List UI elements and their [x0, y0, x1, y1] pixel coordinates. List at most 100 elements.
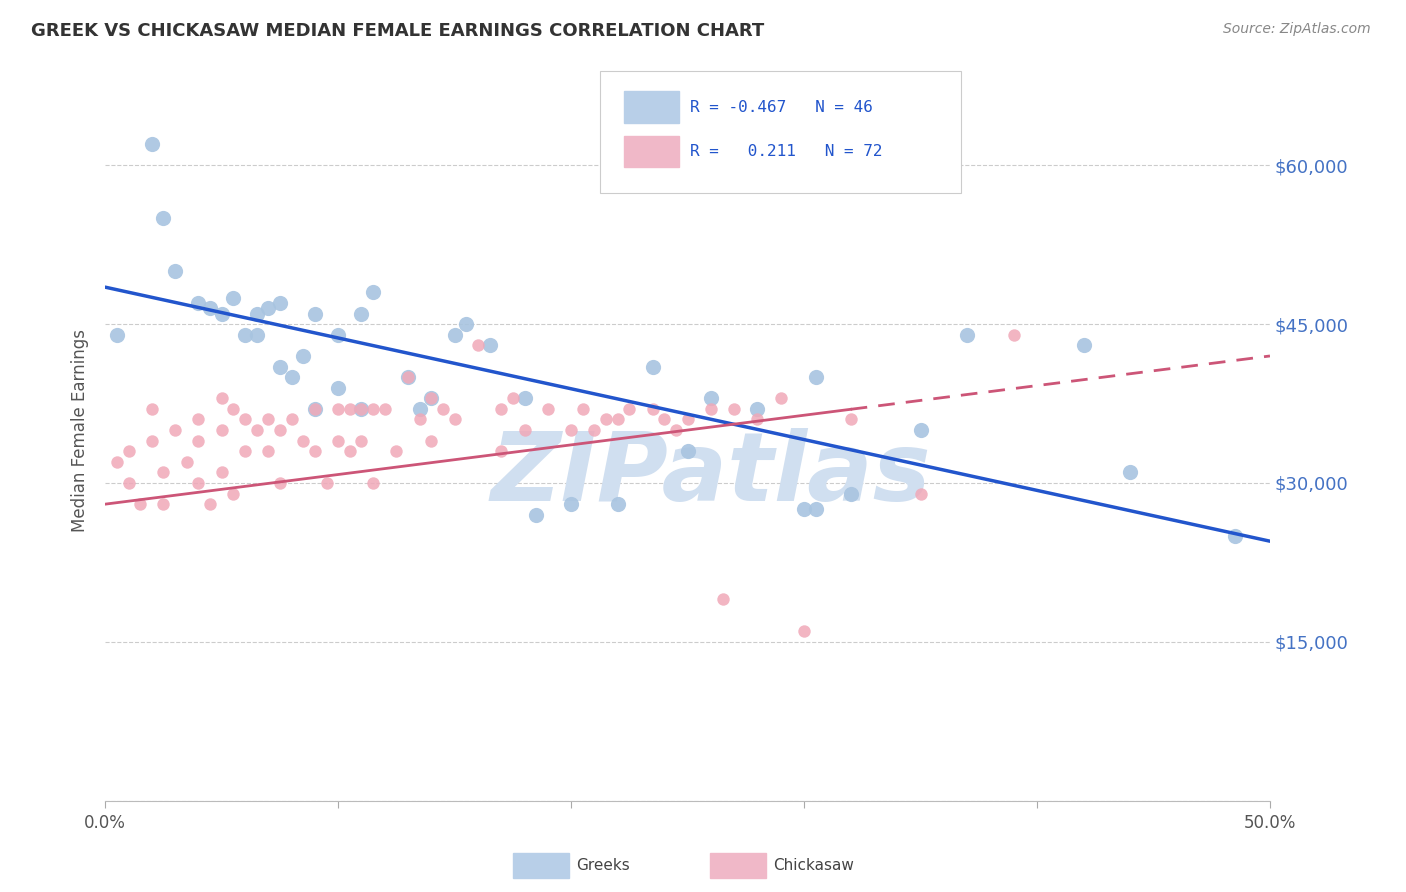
Point: [222, 401, 245, 416]
Point: [165, 264, 187, 278]
Point: [187, 412, 209, 426]
Point: [117, 475, 139, 490]
Point: [304, 401, 326, 416]
Point: [409, 401, 432, 416]
Point: [560, 497, 582, 511]
Point: [141, 434, 163, 448]
Point: [328, 434, 350, 448]
Point: [328, 327, 350, 342]
Point: [246, 327, 269, 342]
Point: [350, 401, 373, 416]
Point: [560, 423, 582, 437]
Point: [339, 444, 361, 458]
Point: [747, 412, 769, 426]
Point: [910, 486, 932, 500]
Point: [443, 412, 465, 426]
Text: GREEK VS CHICKASAW MEDIAN FEMALE EARNINGS CORRELATION CHART: GREEK VS CHICKASAW MEDIAN FEMALE EARNING…: [31, 22, 765, 40]
Point: [187, 434, 209, 448]
Point: [233, 444, 256, 458]
FancyBboxPatch shape: [623, 136, 679, 167]
Point: [304, 401, 326, 416]
Point: [641, 401, 664, 416]
Point: [489, 401, 512, 416]
Point: [328, 401, 350, 416]
Point: [350, 401, 373, 416]
Point: [374, 401, 396, 416]
Point: [117, 444, 139, 458]
Point: [420, 434, 443, 448]
Point: [269, 359, 291, 374]
Point: [257, 444, 280, 458]
Point: [152, 497, 174, 511]
Y-axis label: Median Female Earnings: Median Female Earnings: [72, 328, 89, 532]
Point: [839, 486, 862, 500]
Point: [595, 412, 617, 426]
Point: [361, 285, 384, 300]
Point: [652, 412, 675, 426]
Point: [467, 338, 489, 352]
Point: [361, 475, 384, 490]
Point: [793, 502, 815, 516]
Point: [524, 508, 547, 522]
Point: [304, 444, 326, 458]
Point: [619, 401, 641, 416]
Point: [152, 466, 174, 480]
Point: [489, 444, 512, 458]
Point: [198, 497, 221, 511]
Point: [396, 370, 419, 384]
Point: [328, 381, 350, 395]
Point: [513, 423, 536, 437]
Point: [1002, 327, 1025, 342]
Point: [280, 412, 302, 426]
Point: [129, 497, 152, 511]
Point: [269, 423, 291, 437]
Text: R =   0.211   N = 72: R = 0.211 N = 72: [690, 144, 883, 159]
Point: [152, 211, 174, 226]
Point: [222, 291, 245, 305]
Point: [292, 349, 315, 363]
Point: [571, 401, 593, 416]
Point: [233, 412, 256, 426]
Point: [456, 317, 478, 331]
FancyBboxPatch shape: [600, 70, 962, 193]
Point: [396, 370, 419, 384]
Point: [222, 486, 245, 500]
Point: [956, 327, 979, 342]
Point: [292, 434, 315, 448]
Point: [513, 392, 536, 406]
Point: [315, 475, 337, 490]
Point: [176, 455, 198, 469]
Point: [478, 338, 501, 352]
Point: [769, 392, 792, 406]
Point: [443, 327, 465, 342]
Point: [700, 392, 723, 406]
FancyBboxPatch shape: [623, 92, 679, 122]
Point: [804, 502, 827, 516]
Point: [246, 307, 269, 321]
Point: [747, 401, 769, 416]
Point: [350, 434, 373, 448]
Point: [676, 444, 699, 458]
Point: [606, 412, 628, 426]
Point: [676, 412, 699, 426]
Point: [700, 401, 723, 416]
Point: [409, 412, 432, 426]
Point: [187, 296, 209, 310]
Text: R = -0.467   N = 46: R = -0.467 N = 46: [690, 100, 873, 114]
Point: [1073, 338, 1095, 352]
Point: [804, 370, 827, 384]
Text: Greeks: Greeks: [576, 858, 630, 872]
Point: [211, 466, 233, 480]
Point: [269, 296, 291, 310]
Point: [339, 401, 361, 416]
Point: [257, 412, 280, 426]
Point: [910, 423, 932, 437]
Point: [502, 392, 524, 406]
Point: [105, 455, 128, 469]
Point: [537, 401, 560, 416]
Point: [269, 475, 291, 490]
Point: [665, 423, 688, 437]
Point: [839, 412, 862, 426]
Point: [432, 401, 454, 416]
Point: [641, 359, 664, 374]
